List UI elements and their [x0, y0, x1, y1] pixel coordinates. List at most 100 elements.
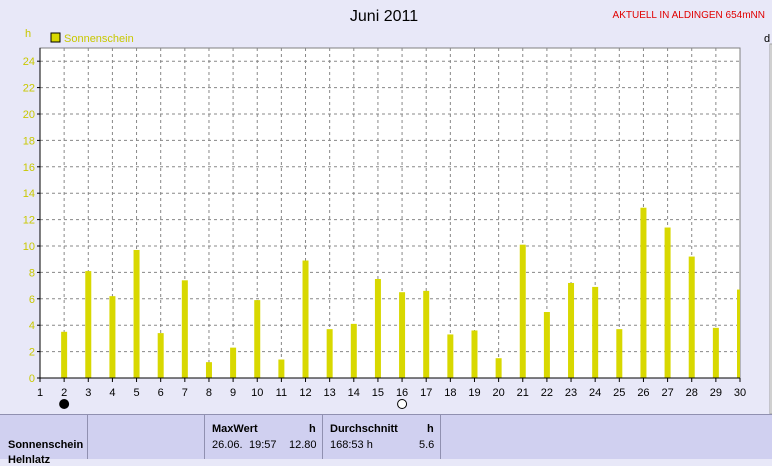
- bar-day-10: [254, 300, 261, 378]
- x-tick-label: 1: [37, 387, 43, 399]
- x-tick-label: 22: [541, 387, 553, 399]
- y-tick-label: 12: [23, 215, 35, 227]
- bar-day-19: [471, 330, 478, 378]
- x-tick-label: 2: [61, 387, 67, 399]
- x-tick-label: 9: [230, 387, 236, 399]
- right-scroll-edge: [769, 43, 772, 414]
- bars: [61, 207, 740, 378]
- x-tick-label: 5: [133, 387, 139, 399]
- bar-day-2: [61, 331, 68, 378]
- legend-label: Sonnenschein: [64, 33, 134, 45]
- x-tick-label: 27: [661, 387, 673, 399]
- x-tick-label: 4: [109, 387, 115, 399]
- x-tick-label: 21: [517, 387, 529, 399]
- summary-max-cell: MaxWert h 26.06. 19:57 12.80: [205, 415, 323, 459]
- y-tick-label: 10: [23, 241, 35, 253]
- x-axis-ticks: 1 2 3 4 5 6 7 8 9 10 11 12 13 14 15 16 17 18 19 20 21 22 23 24 2…: [37, 378, 746, 399]
- y-tick-label: 18: [23, 135, 35, 147]
- bar-day-7: [181, 280, 188, 378]
- right-unit-fragment: d: [764, 33, 770, 45]
- full-moon-icon: [397, 399, 408, 409]
- avg-header: Durchschnitt: [330, 423, 398, 435]
- summary-panel: Sonnenschein Helnlatz MaxWert h 26.06. 1…: [0, 414, 772, 466]
- chart-title: Juni 2011: [350, 8, 418, 25]
- bar-day-18: [447, 334, 454, 378]
- bar-day-14: [350, 323, 357, 378]
- x-tick-label: 10: [251, 387, 263, 399]
- bar-day-4: [109, 296, 116, 378]
- legend-swatch: [50, 32, 61, 43]
- y-tick-label: 4: [29, 320, 35, 332]
- bar-day-12: [302, 260, 309, 378]
- summary-empty-cell: [88, 415, 205, 459]
- x-tick-label: 3: [85, 387, 91, 399]
- x-tick-label: 15: [372, 387, 384, 399]
- new-moon-icon: [59, 399, 70, 409]
- bar-day-20: [495, 358, 502, 378]
- y-tick-label: 8: [29, 267, 35, 279]
- x-tick-label: 17: [420, 387, 432, 399]
- y-axis-unit: h: [25, 28, 31, 40]
- moon-markers: [59, 399, 408, 409]
- x-tick-label: 18: [444, 387, 456, 399]
- x-tick-label: 14: [348, 387, 360, 399]
- max-unit: h: [309, 423, 316, 435]
- x-tick-label: 24: [589, 387, 601, 399]
- summary-label-cell: Sonnenschein Helnlatz: [0, 415, 88, 466]
- y-tick-label: 6: [29, 294, 35, 306]
- y-tick-label: 14: [23, 188, 35, 200]
- bar-day-22: [543, 312, 550, 378]
- avg-value: 5.6: [419, 439, 435, 451]
- y-tick-label: 16: [23, 162, 35, 174]
- bar-day-27: [664, 227, 671, 378]
- plot-area: [39, 47, 741, 379]
- y-tick-label: 24: [23, 56, 35, 68]
- x-tick-label: 6: [158, 387, 164, 399]
- max-time: 19:57: [249, 439, 277, 451]
- max-header: MaxWert: [212, 423, 258, 435]
- x-tick-label: 25: [613, 387, 625, 399]
- x-tick-label: 28: [686, 387, 698, 399]
- x-tick-label: 11: [276, 387, 287, 399]
- x-tick-label: 23: [565, 387, 577, 399]
- max-value: 12.80: [289, 439, 317, 451]
- x-tick-label: 20: [492, 387, 504, 399]
- bar-day-24: [592, 286, 599, 378]
- bar-day-15: [374, 279, 381, 378]
- bar-day-17: [423, 290, 430, 378]
- avg-unit: h: [427, 423, 434, 435]
- bar-day-8: [205, 362, 212, 378]
- y-tick-label: 22: [23, 83, 35, 95]
- bar-day-21: [519, 244, 526, 378]
- summary-row-label: Sonnenschein: [8, 439, 84, 451]
- x-tick-label: 19: [468, 387, 480, 399]
- bar-day-25: [616, 329, 623, 378]
- summary-avg-cell: Durchschnitt h 168:53 h 5.6: [323, 415, 441, 459]
- bar-day-26: [640, 207, 647, 378]
- bar-day-9: [230, 347, 237, 378]
- bar-day-23: [568, 282, 575, 378]
- bar-day-5: [133, 249, 140, 378]
- y-tick-label: 2: [29, 347, 35, 359]
- x-tick-label: 30: [734, 387, 746, 399]
- station-label: AKTUELL IN ALDINGEN 654mNN: [613, 10, 765, 21]
- y-tick-label: 0: [29, 373, 35, 385]
- bar-day-16: [399, 292, 406, 378]
- summary-row-label-2: Helnlatz: [8, 454, 51, 466]
- x-tick-label: 26: [637, 387, 649, 399]
- x-tick-label: 29: [710, 387, 722, 399]
- bar-day-29: [712, 327, 719, 378]
- chart: Juni 2011 AKTUELL IN ALDINGEN 654mNN h d…: [23, 8, 772, 414]
- x-tick-label: 12: [299, 387, 311, 399]
- bar-day-3: [85, 271, 92, 378]
- max-date: 26.06.: [212, 439, 243, 451]
- x-tick-label: 16: [396, 387, 408, 399]
- avg-total: 168:53 h: [330, 439, 373, 451]
- y-tick-label: 20: [23, 109, 35, 121]
- bar-day-28: [688, 256, 695, 378]
- x-tick-label: 7: [182, 387, 188, 399]
- bar-day-13: [326, 329, 333, 378]
- bar-day-6: [157, 333, 164, 378]
- x-tick-label: 8: [206, 387, 212, 399]
